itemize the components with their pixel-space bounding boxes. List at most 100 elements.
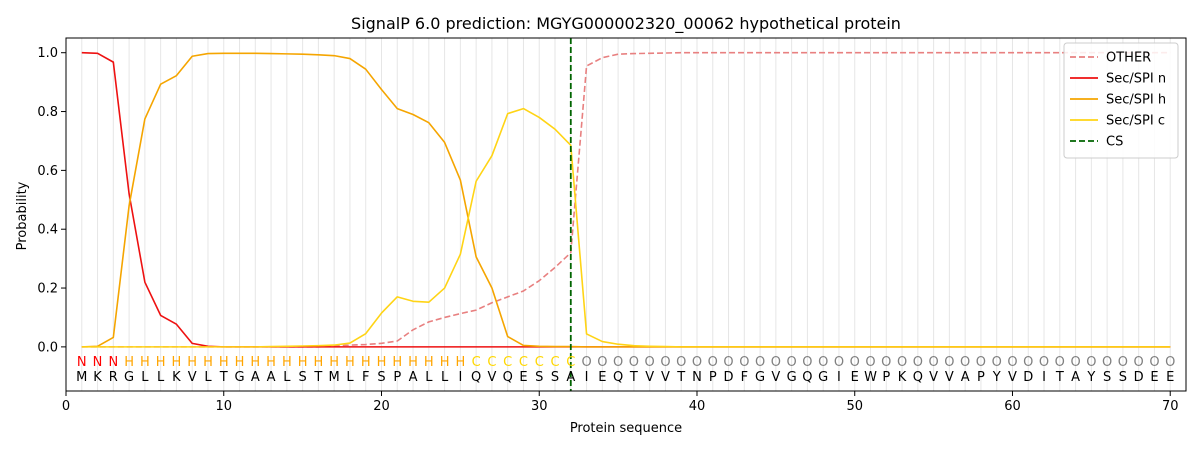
region-label: H (250, 355, 260, 370)
region-label: O (1165, 355, 1175, 370)
region-label: H (298, 355, 308, 370)
residue-label: E (1150, 370, 1158, 385)
residue-label: K (93, 370, 102, 385)
legend-label: Sec/SPI n (1106, 72, 1166, 87)
residue-label: T (219, 370, 228, 385)
residue-label: I (458, 370, 462, 385)
legend-label: CS (1106, 135, 1123, 150)
residue-label: L (204, 370, 212, 385)
residue-label: P (709, 370, 717, 385)
residue-label: K (898, 370, 907, 385)
residue-label: E (519, 370, 527, 385)
region-label: O (645, 355, 655, 370)
region-label: O (1039, 355, 1049, 370)
region-label: C (503, 355, 512, 370)
region-label: H (440, 355, 450, 370)
region-label: C (535, 355, 544, 370)
x-axis: 0 10 20 30 40 50 60 70 (62, 391, 1179, 414)
region-label: O (581, 355, 591, 370)
y-tick-label: 0.4 (37, 223, 58, 238)
x-tick-label: 30 (531, 399, 548, 414)
chart-title: SignalP 6.0 prediction: MGYG000002320_00… (351, 14, 901, 34)
region-label: H (124, 355, 134, 370)
region-label: H (314, 355, 324, 370)
residue-label: A (1071, 370, 1080, 385)
x-tick-label: 10 (215, 399, 232, 414)
region-label: O (755, 355, 765, 370)
plot-frame (65, 37, 1187, 392)
region-label: O (597, 355, 607, 370)
region-label: H (266, 355, 276, 370)
region-label: O (629, 355, 639, 370)
region-label: H (345, 355, 355, 370)
residue-label: G (124, 370, 134, 385)
region-label: O (676, 355, 686, 370)
region-label: O (992, 355, 1002, 370)
residue-label: V (945, 370, 954, 385)
residue-label: E (1166, 370, 1174, 385)
residue-label: L (441, 370, 449, 385)
residue-label: Q (802, 370, 812, 385)
region-label: H (392, 355, 402, 370)
region-label: O (1007, 355, 1017, 370)
region-label: O (771, 355, 781, 370)
residue-label: R (109, 370, 118, 385)
residue-label: P (977, 370, 985, 385)
region-label: O (850, 355, 860, 370)
residue-label: V (1008, 370, 1017, 385)
residue-label: S (377, 370, 385, 385)
y-tick-label: 0.2 (37, 282, 58, 297)
sequence-annotations: NMNKNRHGHLHLHKHVHLHTHGHAHAHLHSHTHMHLHFHS… (76, 355, 1175, 385)
residue-label: F (741, 370, 748, 385)
region-label: O (723, 355, 733, 370)
series-line-sec-spi-c (81, 107, 1171, 348)
residue-label: S (1103, 370, 1111, 385)
residue-label: V (188, 370, 197, 385)
residue-label: V (645, 370, 654, 385)
residue-label: T (676, 370, 685, 385)
region-label: O (1055, 355, 1065, 370)
residue-label: A (566, 370, 575, 385)
residue-label: D (1023, 370, 1033, 385)
x-tick-label: 60 (1004, 399, 1021, 414)
residue-label: A (961, 370, 970, 385)
residue-label: E (598, 370, 606, 385)
residue-label: D (1134, 370, 1144, 385)
residue-label: A (409, 370, 418, 385)
region-label: C (566, 355, 575, 370)
residue-label: Y (1086, 370, 1095, 385)
region-label: H (377, 355, 387, 370)
residue-label: S (535, 370, 543, 385)
region-label: C (472, 355, 481, 370)
residue-label: Y (992, 370, 1001, 385)
residue-label: W (864, 370, 877, 385)
region-label: O (834, 355, 844, 370)
residue-label: I (1042, 370, 1046, 385)
region-label: H (219, 355, 229, 370)
region-label: O (865, 355, 875, 370)
x-tick-label: 70 (1162, 399, 1179, 414)
residue-label: P (882, 370, 890, 385)
residue-label: K (172, 370, 181, 385)
x-axis-label: Protein sequence (570, 421, 682, 436)
residue-label: N (692, 370, 702, 385)
residue-label: G (818, 370, 828, 385)
region-label: O (613, 355, 623, 370)
residue-label: S (551, 370, 559, 385)
residue-label: G (755, 370, 765, 385)
region-label: O (960, 355, 970, 370)
region-label: O (928, 355, 938, 370)
residue-label: I (585, 370, 589, 385)
legend-label: Sec/SPI h (1106, 93, 1166, 108)
legend-label: OTHER (1106, 51, 1151, 66)
residue-label: Q (503, 370, 513, 385)
residue-label: T (629, 370, 638, 385)
plot-area: NMNKNRHGHLHLHKHVHLHTHGHAHAHLHSHTHMHLHFHS… (65, 37, 1187, 392)
region-label: O (944, 355, 954, 370)
region-label: O (1149, 355, 1159, 370)
y-tick-label: 1.0 (37, 46, 58, 61)
region-label: N (93, 355, 103, 370)
residue-label: L (346, 370, 354, 385)
region-label: O (739, 355, 749, 370)
